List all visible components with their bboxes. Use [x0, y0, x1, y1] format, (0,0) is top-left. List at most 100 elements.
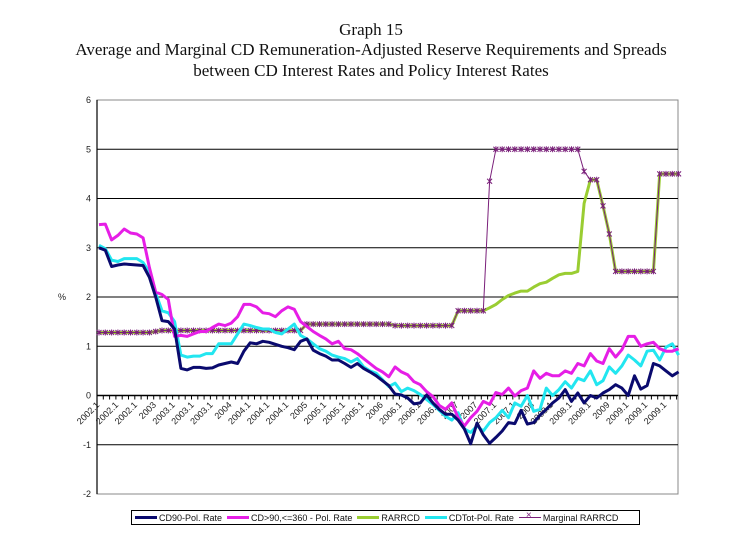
- data-point-marker: [562, 146, 569, 153]
- data-point-marker: [115, 329, 121, 336]
- data-point-marker: [524, 146, 531, 153]
- data-point-marker: [600, 202, 606, 209]
- data-point-marker: [228, 327, 235, 334]
- data-point-marker: [121, 329, 128, 336]
- data-point-marker: [159, 327, 165, 334]
- data-point-marker: [417, 322, 424, 329]
- series-rarrcd: [99, 172, 679, 334]
- data-point-marker: [140, 329, 146, 336]
- data-point-marker: [411, 322, 417, 329]
- legend-label: CD90-Pol. Rate: [159, 512, 223, 523]
- data-point-marker: [619, 268, 625, 275]
- data-point-marker: [650, 268, 657, 275]
- legend-item: Marginal RARRCD: [518, 510, 619, 523]
- data-point-marker: [96, 329, 102, 336]
- data-point-marker: [455, 307, 461, 314]
- legend-swatch: [357, 516, 380, 519]
- data-point-marker: [631, 268, 638, 275]
- data-point-marker: [549, 146, 556, 153]
- legend-swatch: [424, 516, 447, 519]
- data-point-marker: [505, 146, 512, 153]
- legend-item: CD>90,<=360 - Pol. Rate: [227, 513, 352, 523]
- series-line: [99, 172, 679, 334]
- chart-title: Graph 15: [339, 20, 403, 39]
- data-point-marker: [360, 321, 367, 328]
- data-point-marker: [329, 321, 335, 328]
- data-point-marker: [581, 168, 587, 175]
- data-point-marker: [663, 170, 669, 177]
- chart-subtitle-line-1: Average and Marginal CD Remuneration-Adj…: [75, 40, 667, 59]
- y-tick-label: 1: [86, 341, 91, 351]
- data-point-marker: [587, 176, 594, 183]
- data-point-marker: [404, 322, 411, 329]
- data-point-marker: [108, 329, 115, 336]
- series-marginal-rarrcd: [96, 146, 682, 336]
- data-point-marker: [127, 329, 134, 336]
- data-point-marker: [222, 327, 228, 334]
- data-point-marker: [493, 146, 499, 153]
- data-point-marker: [335, 321, 342, 328]
- legend-marker-icon: [518, 510, 541, 521]
- data-point-marker: [316, 321, 323, 328]
- data-point-marker: [178, 327, 184, 334]
- data-point-marker: [612, 268, 619, 275]
- legend-swatch: [135, 516, 157, 519]
- data-point-marker: [373, 321, 380, 328]
- legend-item: CDTot-Pol. Rate: [424, 512, 514, 523]
- legend-label: CD>90,<=360 - Pol. Rate: [251, 512, 353, 523]
- series-cd-90-360-pol-rate: [98, 222, 680, 428]
- data-point-marker: [556, 146, 562, 153]
- data-point-marker: [467, 307, 474, 314]
- y-tick-label: 4: [86, 194, 91, 204]
- legend: CD90-Pol. Rate CD>90,<=360 - Pol. Rate RAR…: [131, 510, 640, 525]
- data-point-marker: [392, 322, 398, 329]
- legend-item: RARRCD: [357, 513, 420, 523]
- legend-label: Marginal RARRCD: [542, 512, 619, 523]
- data-point-marker: [574, 146, 581, 153]
- series-line: [98, 246, 680, 446]
- data-point-marker: [644, 268, 650, 275]
- legend-label: RARRCD: [381, 512, 420, 523]
- data-point-marker: [448, 322, 455, 329]
- data-point-marker: [215, 327, 222, 334]
- data-point-marker: [322, 321, 329, 328]
- data-point-marker: [348, 321, 354, 328]
- data-point-marker: [379, 321, 386, 328]
- data-point-marker: [310, 321, 317, 328]
- data-point-marker: [675, 170, 682, 177]
- data-point-marker: [461, 307, 468, 314]
- data-point-marker: [537, 146, 543, 153]
- y-tick-label: 0: [86, 391, 91, 401]
- data-point-marker: [511, 146, 518, 153]
- data-point-marker: [385, 321, 392, 328]
- data-point-marker: [593, 176, 600, 183]
- y-tick-label: 2: [86, 292, 91, 302]
- y-tick-label: 5: [86, 144, 91, 154]
- data-point-marker: [367, 321, 373, 328]
- data-point-marker: [474, 307, 480, 314]
- data-point-marker: [480, 307, 487, 314]
- data-point-marker: [543, 146, 550, 153]
- data-point-marker: [423, 322, 430, 329]
- data-point-marker: [247, 327, 254, 334]
- legend-item: CD90-Pol. Rate: [135, 513, 222, 523]
- series-lines: [96, 146, 682, 446]
- data-point-marker: [436, 322, 443, 329]
- data-point-marker: [606, 230, 613, 237]
- gridlines: [96, 99, 679, 495]
- data-point-marker: [152, 328, 159, 335]
- data-point-marker: [102, 329, 109, 336]
- data-point-marker: [499, 146, 506, 153]
- series-line: [98, 222, 680, 428]
- data-point-marker: [354, 321, 361, 328]
- data-point-marker: [568, 146, 575, 153]
- data-point-marker: [398, 322, 405, 329]
- chart-subtitle-line-2: between CD Interest Rates and Policy Int…: [193, 61, 549, 80]
- data-point-marker: [486, 178, 493, 185]
- series-line: [99, 148, 679, 333]
- y-axis-ticks: -2 -1 0 1 2 3 4 5 6: [83, 95, 98, 499]
- data-point-marker: [165, 327, 172, 334]
- legend-label: CDTot-Pol. Rate: [448, 512, 514, 523]
- y-tick-label: 6: [86, 95, 91, 105]
